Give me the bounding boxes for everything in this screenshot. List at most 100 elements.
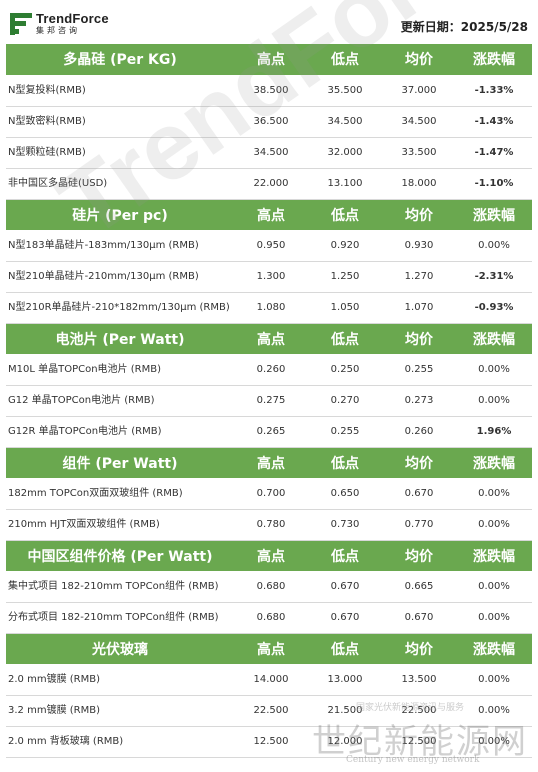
column-header-low: 低点	[308, 44, 382, 76]
price-low: 0.920	[308, 230, 382, 262]
price-avg: 0.670	[382, 602, 456, 634]
price-avg: 1.070	[382, 292, 456, 324]
price-low: 13.000	[308, 664, 382, 696]
table-row: 182mm TOPCon双面双玻组件 (RMB) 0.700 0.650 0.670 0…	[6, 478, 532, 510]
price-avg: 0.770	[382, 509, 456, 541]
price-low: 0.270	[308, 385, 382, 417]
price-avg: 0.260	[382, 416, 456, 448]
product-name: N型210R单晶硅片-210*182mm/130µm (RMB)	[6, 292, 234, 324]
price-avg: 0.930	[382, 230, 456, 262]
section-title: 组件 (Per Watt)	[6, 447, 234, 479]
product-name: 3.2 mm镀膜 (RMB)	[6, 695, 234, 727]
section-header: 光伏玻璃 高点 低点 均价 涨跌幅	[6, 633, 532, 665]
price-avg: 34.500	[382, 106, 456, 138]
table-row: N型复投料(RMB) 38.500 35.500 37.000 -1.33%	[6, 75, 532, 107]
price-low: 12.000	[308, 726, 382, 758]
product-name: M10L 单晶TOPCon电池片 (RMB)	[6, 354, 234, 386]
section-title: 多晶硅 (Per KG)	[6, 44, 234, 76]
table-row: 集中式项目 182-210mm TOPCon组件 (RMB) 0.680 0.670…	[6, 571, 532, 603]
price-change: 0.00%	[456, 571, 532, 603]
site-watermark-en: Century new energy network	[346, 755, 480, 765]
price-avg: 12.500	[382, 726, 456, 758]
price-high: 0.780	[234, 509, 308, 541]
section-header: 中国区组件价格 (Per Watt) 高点 低点 均价 涨跌幅	[6, 540, 532, 572]
price-change: 0.00%	[456, 726, 532, 758]
column-header-low: 低点	[308, 323, 382, 355]
product-name: 182mm TOPCon双面双玻组件 (RMB)	[6, 478, 234, 510]
price-change: 0.00%	[456, 509, 532, 541]
price-high: 0.700	[234, 478, 308, 510]
price-table: 多晶硅 (Per KG) 高点 低点 均价 涨跌幅 N型复投料(RMB) 38.500 35.…	[6, 44, 532, 758]
price-high: 34.500	[234, 137, 308, 169]
column-header-change: 涨跌幅	[456, 540, 532, 572]
product-name: 2.0 mm 背板玻璃 (RMB)	[6, 726, 234, 758]
price-high: 14.000	[234, 664, 308, 696]
price-avg: 33.500	[382, 137, 456, 169]
column-header-high: 高点	[234, 633, 308, 665]
section-title: 中国区组件价格 (Per Watt)	[6, 540, 234, 572]
section-title: 光伏玻璃	[6, 633, 234, 665]
price-low: 35.500	[308, 75, 382, 107]
watermark-caption: 国家光伏新能源资讯与服务	[356, 703, 465, 713]
table-row: 非中国区多晶硅(USD) 22.000 13.100 18.000 -1.10%	[6, 168, 532, 200]
price-low: 13.100	[308, 168, 382, 200]
price-change: -0.93%	[456, 292, 532, 324]
column-header-change: 涨跌幅	[456, 199, 532, 231]
price-low: 0.670	[308, 602, 382, 634]
price-change: 0.00%	[456, 354, 532, 386]
price-change: 0.00%	[456, 230, 532, 262]
logo-name-cn: 集邦咨询	[36, 26, 80, 35]
price-change: 1.96%	[456, 416, 532, 448]
price-avg: 37.000	[382, 75, 456, 107]
price-high: 22.000	[234, 168, 308, 200]
price-low: 34.500	[308, 106, 382, 138]
table-row: N型210单晶硅片-210mm/130µm (RMB) 1.300 1.250 1.2…	[6, 261, 532, 293]
table-row: N型颗粒硅(RMB) 34.500 32.000 33.500 -1.47%	[6, 137, 532, 169]
column-header-high: 高点	[234, 44, 308, 76]
update-date: 更新日期：2025/5/28	[400, 20, 528, 34]
column-header-avg: 均价	[382, 633, 456, 665]
section-header: 电池片 (Per Watt) 高点 低点 均价 涨跌幅	[6, 323, 532, 355]
price-high: 0.950	[234, 230, 308, 262]
product-name: G12R 单晶TOPCon电池片 (RMB)	[6, 416, 234, 448]
price-high: 0.275	[234, 385, 308, 417]
table-row: G12 单晶TOPCon电池片 (RMB) 0.275 0.270 0.273 0.00…	[6, 385, 532, 417]
price-change: -1.33%	[456, 75, 532, 107]
price-high: 1.080	[234, 292, 308, 324]
table-row: 3.2 mm镀膜 (RMB) 22.500 21.500 22.500 0.00%	[6, 695, 532, 727]
table-row: N型致密料(RMB) 36.500 34.500 34.500 -1.43%	[6, 106, 532, 138]
price-high: 36.500	[234, 106, 308, 138]
product-name: 210mm HJT双面双玻组件 (RMB)	[6, 509, 234, 541]
table-row: N型183单晶硅片-183mm/130µm (RMB) 0.950 0.920 0.9…	[6, 230, 532, 262]
logo-name-en: TrendForce	[36, 11, 109, 26]
price-high: 12.500	[234, 726, 308, 758]
section-title: 电池片 (Per Watt)	[6, 323, 234, 355]
price-high: 0.680	[234, 602, 308, 634]
price-avg: 13.500	[382, 664, 456, 696]
price-low: 21.500	[308, 695, 382, 727]
column-header-change: 涨跌幅	[456, 323, 532, 355]
section-header: 硅片 (Per pc) 高点 低点 均价 涨跌幅	[6, 199, 532, 231]
column-header-avg: 均价	[382, 447, 456, 479]
column-header-change: 涨跌幅	[456, 633, 532, 665]
product-name: G12 单晶TOPCon电池片 (RMB)	[6, 385, 234, 417]
price-change: -2.31%	[456, 261, 532, 293]
column-header-low: 低点	[308, 447, 382, 479]
table-row: N型210R单晶硅片-210*182mm/130µm (RMB) 1.080 1.0…	[6, 292, 532, 324]
price-low: 32.000	[308, 137, 382, 169]
table-row: 分布式项目 182-210mm TOPCon组件 (RMB) 0.680 0.670…	[6, 602, 532, 634]
column-header-change: 涨跌幅	[456, 447, 532, 479]
column-header-high: 高点	[234, 323, 308, 355]
product-name: 非中国区多晶硅(USD)	[6, 168, 234, 200]
price-high: 0.680	[234, 571, 308, 603]
price-low: 0.670	[308, 571, 382, 603]
section-header: 组件 (Per Watt) 高点 低点 均价 涨跌幅	[6, 447, 532, 479]
column-header-low: 低点	[308, 540, 382, 572]
table-row: 210mm HJT双面双玻组件 (RMB) 0.780 0.730 0.770 0.00…	[6, 509, 532, 541]
price-avg: 0.255	[382, 354, 456, 386]
section-header: 多晶硅 (Per KG) 高点 低点 均价 涨跌幅	[6, 44, 532, 76]
product-name: N型183单晶硅片-183mm/130µm (RMB)	[6, 230, 234, 262]
product-name: 分布式项目 182-210mm TOPCon组件 (RMB)	[6, 602, 234, 634]
price-change: -1.43%	[456, 106, 532, 138]
report-header: TrendForce 集邦咨询 更新日期：2025/5/28	[0, 0, 538, 44]
